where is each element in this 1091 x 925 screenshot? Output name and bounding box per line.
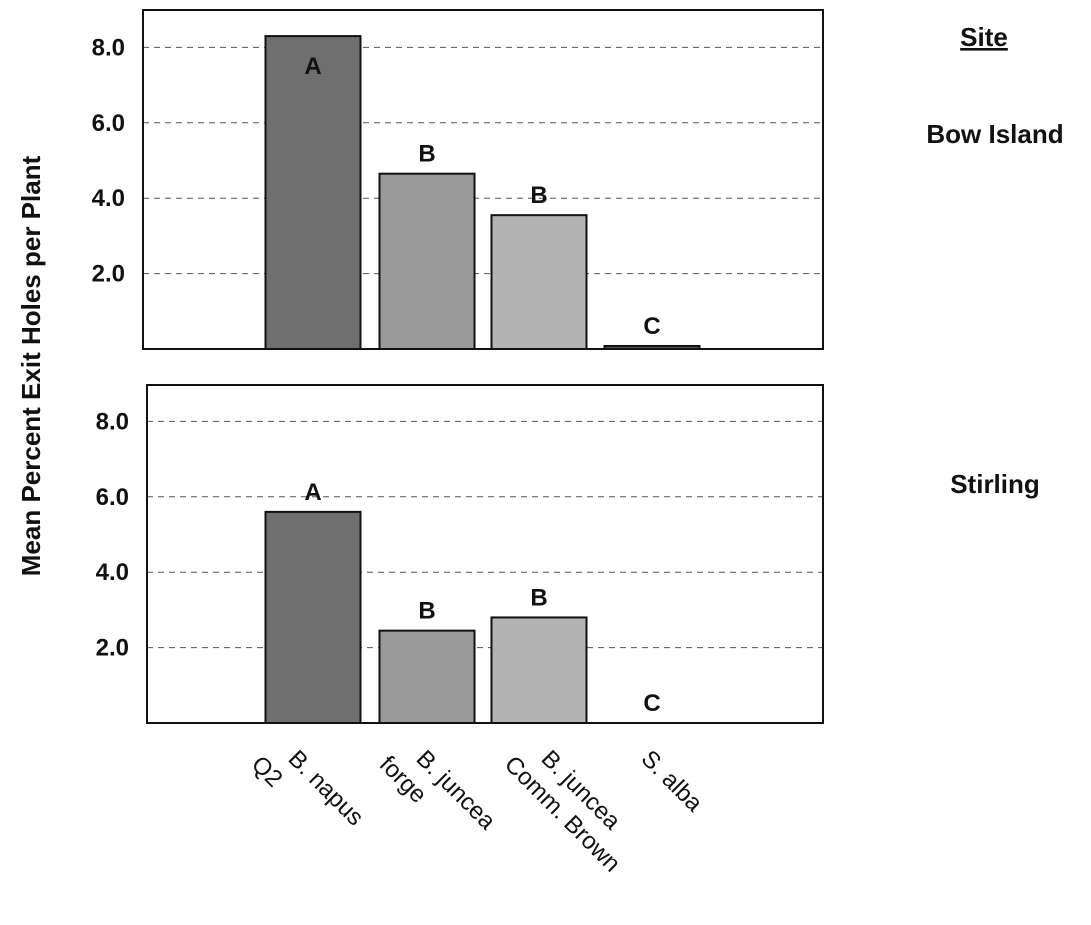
significance-letter: B: [418, 598, 435, 625]
site-label: Bow Island: [926, 119, 1063, 149]
significance-letter: C: [643, 690, 660, 717]
chart-panel: 2.0 4.0 6.0 8.0 A B B C Stirling: [96, 384, 1040, 725]
y-tick-label: 4.0: [92, 185, 125, 212]
y-tick-label: 4.0: [96, 559, 129, 586]
x-tick-label: B. napusQ2: [246, 730, 369, 853]
significance-letter: B: [530, 182, 547, 209]
x-tick-label: S. alba: [636, 745, 708, 817]
y-tick-label: 6.0: [96, 484, 129, 511]
significance-letter: B: [418, 141, 435, 168]
plot-frame: [146, 384, 824, 724]
site-header: Site: [960, 22, 1008, 52]
y-tick-label: 8.0: [92, 34, 125, 61]
significance-letter: A: [304, 479, 321, 506]
y-tick-label: 2.0: [96, 635, 129, 662]
y-tick-label: 8.0: [96, 408, 129, 435]
bar: [378, 172, 476, 350]
x-tick-label: B. junceaforge: [374, 730, 501, 857]
bar: [264, 510, 362, 724]
chart-panel: 2.0 4.0 6.0 8.0 A B B C Bow Island: [92, 9, 1064, 351]
y-tick-label: 6.0: [92, 110, 125, 137]
significance-letter: A: [304, 53, 321, 80]
significance-letter: C: [643, 313, 660, 340]
bar: [264, 35, 362, 351]
chart-panels: 2.0 4.0 6.0 8.0 A B B C Bow Island 2.0 4.0 6.0 8.0 A B…: [92, 9, 1064, 725]
y-tick-label: 2.0: [92, 261, 125, 288]
x-tick-label: B. junceaComm. Brown: [499, 730, 647, 878]
site-label: Stirling: [950, 469, 1040, 499]
bar: [490, 214, 588, 350]
significance-letter: B: [530, 584, 547, 611]
bar: [378, 629, 476, 725]
category-labels: B. napusQ2 B. junceaforge B. junceaComm. B…: [246, 730, 708, 878]
y-axis-label: Mean Percent Exit Holes per Plant: [16, 155, 46, 576]
plot-frame: [142, 9, 824, 350]
bar: [490, 616, 588, 724]
